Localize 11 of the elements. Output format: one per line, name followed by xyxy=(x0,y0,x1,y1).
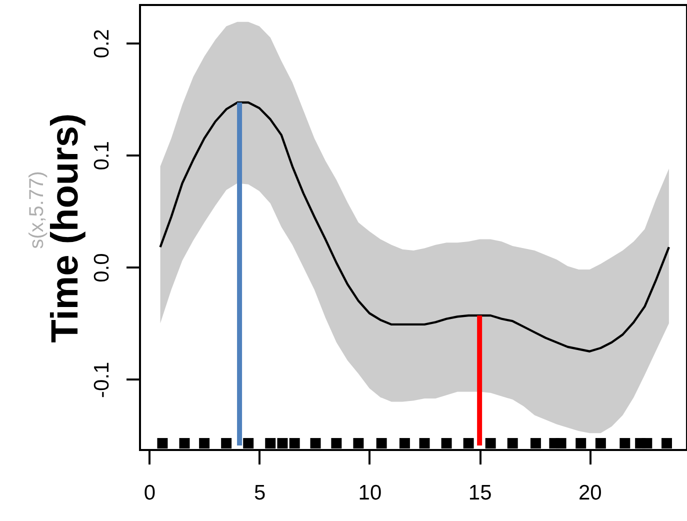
x-tick-label: 20 xyxy=(578,482,602,504)
y-tick-label: -0.1 xyxy=(90,362,114,398)
x-tick-label: 5 xyxy=(254,482,266,504)
x-tick-label: 0 xyxy=(144,482,156,504)
y-tick-label: 0.1 xyxy=(90,141,114,170)
text: s(x,5.77) xyxy=(26,171,48,249)
x-tick-label: 15 xyxy=(468,482,492,504)
x-tick-label: 10 xyxy=(358,482,382,504)
y-tick-label: 0.0 xyxy=(90,253,114,282)
line-series xyxy=(159,101,670,352)
y-tick-label: 0.2 xyxy=(90,29,114,58)
